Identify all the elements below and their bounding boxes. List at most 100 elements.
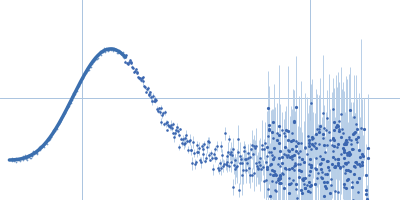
Point	[76, 84, 82, 87]
Point	[91, 60, 97, 63]
Point	[118, 52, 124, 56]
Point	[194, 144, 201, 147]
Point	[254, 164, 260, 167]
Point	[112, 48, 118, 51]
Point	[113, 47, 120, 50]
Point	[335, 142, 341, 145]
Point	[291, 153, 297, 156]
Point	[311, 166, 318, 169]
Point	[55, 122, 61, 125]
Point	[74, 86, 81, 89]
Point	[53, 127, 60, 130]
Point	[206, 141, 213, 144]
Point	[96, 53, 102, 57]
Point	[60, 113, 66, 117]
Point	[96, 51, 103, 54]
Point	[50, 131, 56, 135]
Point	[312, 183, 318, 186]
Point	[246, 166, 252, 169]
Point	[277, 181, 283, 185]
Point	[208, 152, 214, 155]
Point	[52, 126, 59, 129]
Point	[78, 81, 84, 84]
Point	[264, 166, 270, 169]
Point	[18, 157, 25, 160]
Point	[348, 142, 354, 145]
Point	[293, 149, 299, 152]
Point	[318, 168, 324, 171]
Point	[188, 149, 194, 152]
Point	[302, 146, 308, 149]
Point	[330, 137, 336, 141]
Point	[204, 139, 211, 142]
Point	[352, 166, 358, 169]
Point	[80, 74, 87, 77]
Point	[185, 148, 191, 151]
Point	[270, 158, 277, 161]
Point	[360, 154, 366, 157]
Point	[42, 142, 48, 146]
Point	[162, 111, 168, 114]
Point	[165, 123, 172, 126]
Point	[34, 152, 41, 155]
Point	[227, 152, 233, 156]
Point	[316, 130, 322, 133]
Point	[276, 173, 283, 176]
Point	[37, 144, 44, 148]
Point	[177, 128, 184, 131]
Point	[285, 139, 291, 142]
Point	[276, 181, 282, 184]
Point	[301, 186, 308, 190]
Point	[200, 148, 206, 151]
Point	[314, 176, 320, 179]
Point	[80, 74, 86, 77]
Point	[240, 150, 247, 153]
Point	[331, 139, 338, 142]
Point	[340, 150, 347, 154]
Point	[268, 163, 274, 166]
Point	[52, 128, 58, 131]
Point	[179, 141, 185, 144]
Point	[72, 90, 78, 93]
Point	[235, 138, 241, 141]
Point	[274, 139, 280, 142]
Point	[58, 116, 65, 119]
Point	[146, 94, 152, 97]
Point	[338, 152, 344, 155]
Point	[302, 186, 309, 189]
Point	[306, 180, 312, 184]
Point	[19, 157, 25, 160]
Point	[172, 131, 178, 134]
Point	[248, 148, 254, 151]
Point	[186, 138, 193, 141]
Point	[263, 178, 270, 181]
Point	[358, 126, 364, 130]
Point	[276, 124, 282, 127]
Point	[313, 132, 320, 136]
Point	[98, 53, 104, 56]
Point	[349, 181, 355, 184]
Point	[152, 97, 159, 100]
Point	[329, 162, 335, 166]
Point	[13, 157, 20, 160]
Point	[164, 128, 171, 132]
Point	[46, 138, 53, 141]
Point	[342, 141, 348, 144]
Point	[272, 188, 278, 192]
Point	[295, 151, 301, 155]
Point	[351, 130, 358, 134]
Point	[26, 156, 32, 159]
Point	[250, 171, 257, 175]
Point	[70, 92, 77, 95]
Point	[140, 75, 147, 79]
Point	[330, 137, 336, 140]
Point	[288, 139, 294, 143]
Point	[267, 194, 274, 197]
Point	[290, 121, 297, 124]
Point	[336, 127, 342, 131]
Point	[286, 149, 292, 152]
Point	[325, 159, 331, 162]
Point	[275, 133, 282, 136]
Point	[277, 149, 283, 152]
Point	[276, 177, 283, 180]
